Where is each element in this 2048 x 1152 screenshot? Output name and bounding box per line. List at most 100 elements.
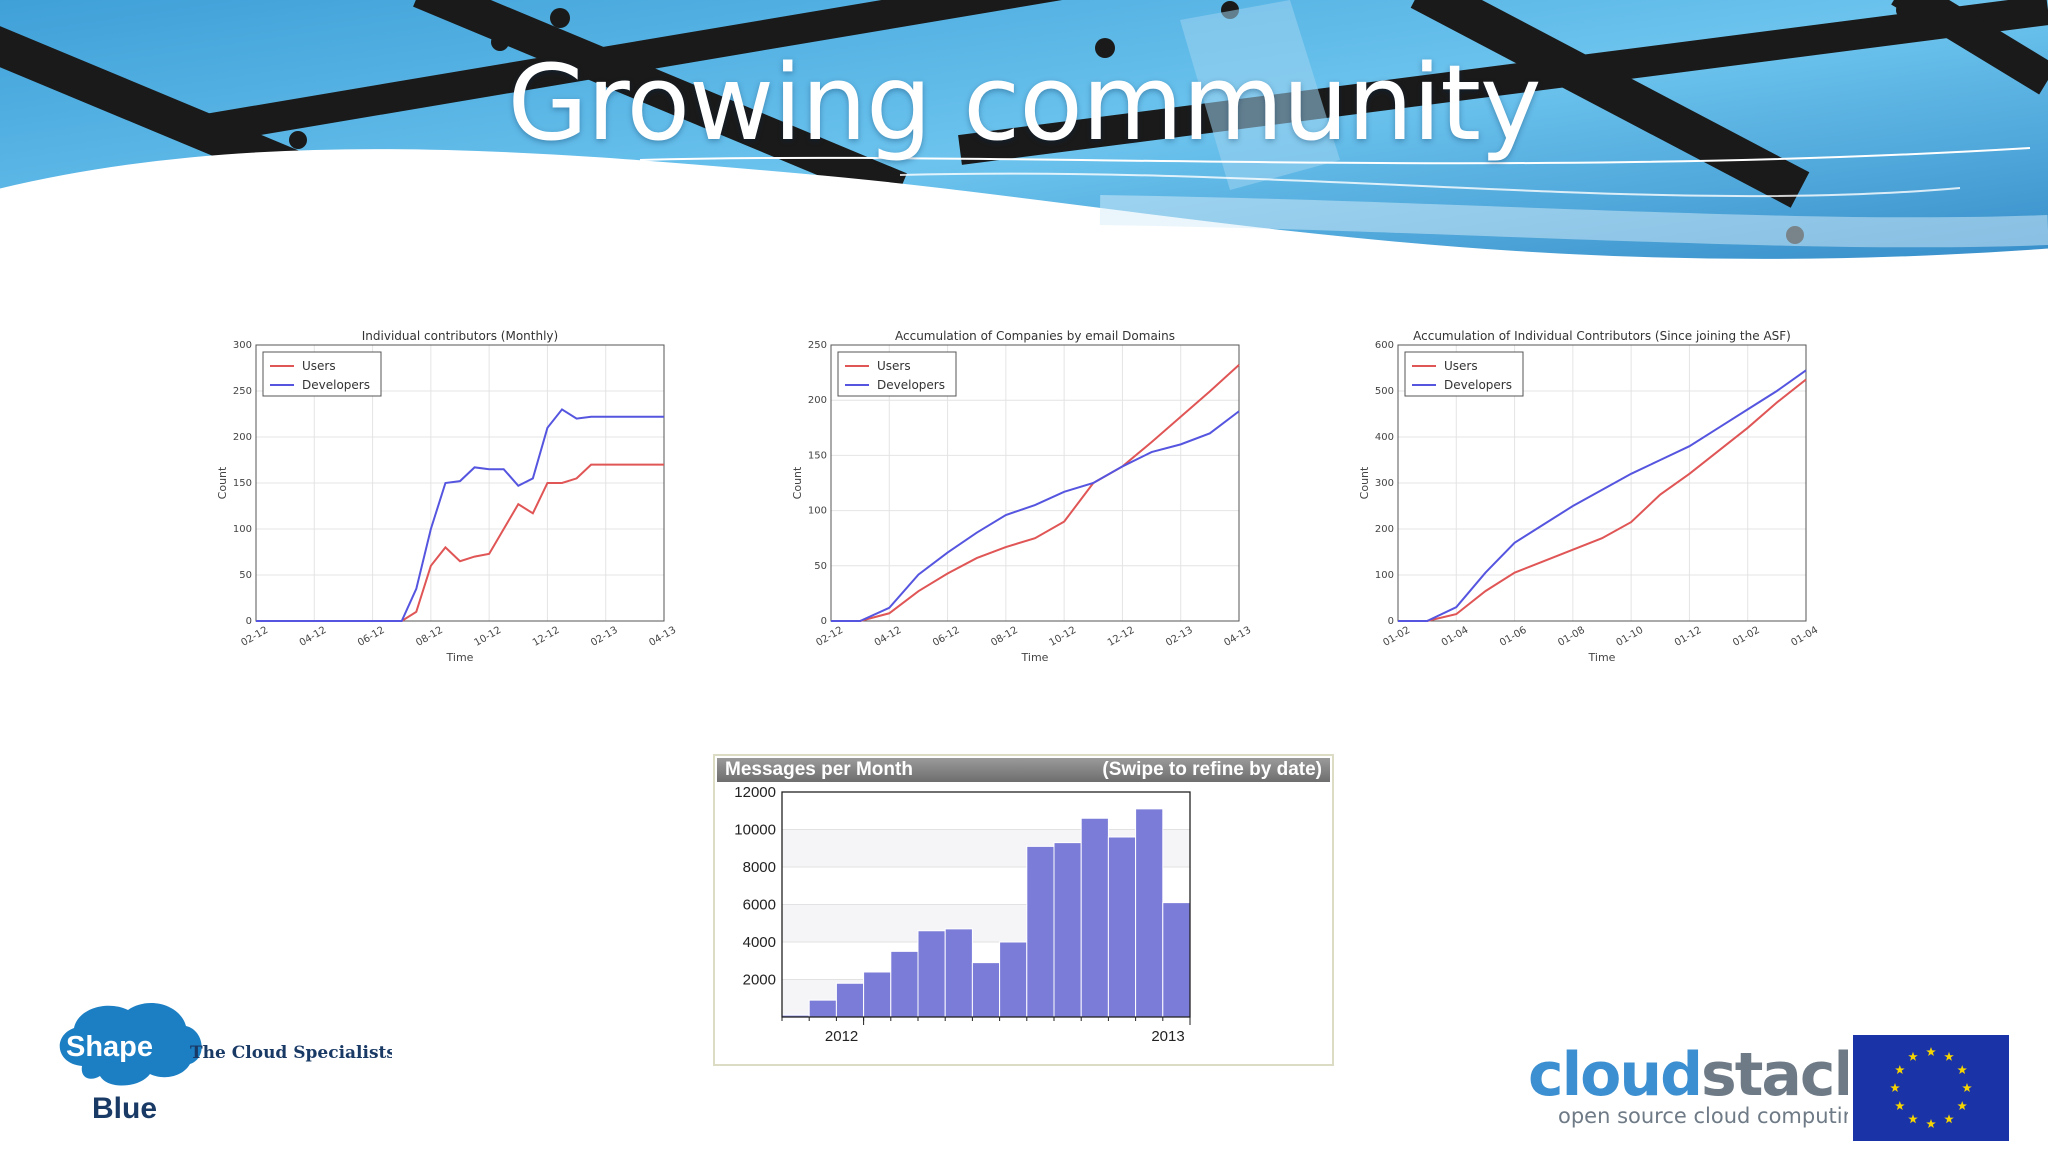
y-tick-label: 200 (233, 432, 252, 443)
bar (890, 950, 919, 1018)
eu-star-icon (1944, 1051, 1954, 1061)
chart-accumulation-contributors: Accumulation of Individual Contributors … (1352, 322, 1832, 672)
x-tick-label: 02-13 (1164, 625, 1195, 649)
y-tick-label: 100 (233, 524, 252, 535)
x-tick-label: 12-12 (531, 625, 562, 649)
x-tick-label: 12-12 (1106, 625, 1137, 649)
x-tick-label: 08-12 (414, 625, 445, 649)
bar (917, 930, 946, 1018)
eu-star-icon (1944, 1114, 1954, 1124)
eu-star-icon (1957, 1101, 1967, 1110)
cloudstack-logo: cloudstack open source cloud computing (1528, 1040, 1848, 1128)
x-tick-label: 02-12 (239, 625, 270, 649)
series-line-users (1398, 378, 1807, 622)
chart-individual-contributors: Individual contributors (Monthly) 0 50 100 1… (210, 322, 680, 672)
y-tick-label: 300 (1375, 478, 1394, 489)
y-axis-label: Count (216, 466, 229, 499)
y-tick-label: 250 (233, 386, 252, 397)
y-tick-label: 0 (246, 616, 252, 627)
series-line-developers (1398, 369, 1807, 622)
plot-frame (830, 344, 1240, 622)
bar (1026, 845, 1055, 1018)
shapeblue-tagline: The Cloud Specialists (190, 1043, 392, 1063)
eu-star-icon (1908, 1051, 1918, 1061)
x-tick-label: 04-12 (298, 625, 329, 649)
bar (1080, 817, 1109, 1018)
bar (999, 941, 1028, 1018)
legend: Users Developers (837, 351, 957, 397)
plot-frame (781, 791, 1191, 1018)
legend-box (837, 351, 957, 397)
y-tick-label: 250 (808, 340, 827, 351)
bar (1135, 808, 1164, 1018)
bar (944, 928, 973, 1018)
messages-chart-title: Messages per Month (725, 759, 913, 780)
y-tick-label: 150 (808, 450, 827, 461)
x-tick-label: 02-13 (589, 625, 620, 649)
x-tick-label: 02-12 (814, 625, 845, 649)
legend-box (1404, 351, 1524, 397)
shapeblue-logo: Shape The Cloud Specialists Blue (59, 1003, 392, 1125)
messages-panel-header: Messages per Month (Swipe to refine by d… (717, 758, 1330, 782)
y-tick-label: 300 (233, 340, 252, 351)
y-tick-label: 12000 (734, 784, 776, 801)
messages-chart-subtitle: (Swipe to refine by date) (1102, 759, 1322, 780)
slide-title: Growing community (507, 42, 1541, 164)
eu-star-icon (1908, 1114, 1918, 1124)
x-tick-label: 01-02 (1731, 625, 1762, 649)
series-line-users (831, 364, 1240, 622)
bar (1107, 836, 1137, 1018)
y-axis-label: Count (791, 466, 804, 499)
y-tick-label: 200 (808, 395, 827, 406)
legend-box (262, 351, 382, 397)
bar (1053, 842, 1082, 1018)
x-tick-label: 01-02 (1381, 625, 1412, 649)
messages-per-month-panel: Messages per Month (Swipe to refine by d… (713, 754, 1334, 1066)
series-line-users (256, 463, 664, 622)
x-tick-label: 01-10 (1615, 625, 1646, 649)
y-tick-label: 4000 (743, 934, 776, 951)
y-axis-label: Count (1358, 466, 1371, 499)
legend-label: Developers (1444, 378, 1512, 392)
series-line-developers (256, 408, 664, 622)
y-tick-label: 10000 (734, 822, 776, 839)
x-axis-label: Time (446, 651, 474, 664)
cloudstack-wordmark: cloudstack (1528, 1040, 1848, 1110)
shapeblue-cloud-shape (59, 1003, 202, 1086)
x-tick-label: 04-12 (873, 625, 904, 649)
y-tick-label: 6000 (743, 897, 776, 914)
x-tick-label: 04-13 (1222, 625, 1253, 649)
x-tick-label: 2013 (1151, 1028, 1184, 1045)
x-tick-label: 06-12 (931, 625, 962, 649)
y-tick-label: 150 (233, 478, 252, 489)
legend-label: Users (877, 359, 911, 373)
chart-title: Individual contributors (Monthly) (362, 329, 558, 343)
series-line-developers (831, 410, 1240, 622)
eu-flag-logo (1853, 1035, 2009, 1141)
chart-accumulation-companies: Accumulation of Companies by email Domai… (785, 322, 1255, 672)
plot-frame (1397, 344, 1807, 622)
y-tick-label: 0 (1388, 616, 1394, 627)
y-tick-label: 2000 (743, 972, 776, 989)
y-tick-label: 600 (1375, 340, 1394, 351)
x-tick-label: 06-12 (356, 625, 387, 649)
legend-label: Developers (302, 378, 370, 392)
eu-star-icon (1962, 1083, 1972, 1092)
plot-frame (255, 344, 665, 622)
bar (808, 999, 837, 1018)
eu-star-icon (1895, 1065, 1905, 1074)
chart-title: Accumulation of Companies by email Domai… (895, 329, 1175, 343)
y-tick-label: 50 (239, 570, 252, 581)
y-tick-label: 8000 (743, 859, 776, 876)
x-tick-label: 01-12 (1673, 625, 1704, 649)
bar (971, 962, 1001, 1018)
messages-bar-chart[interactable]: 2000 4000 6000 8000 10000 12000 2012 2013 (715, 782, 1332, 1064)
y-tick-label: 0 (821, 616, 827, 627)
x-tick-label: 01-08 (1556, 625, 1587, 649)
x-tick-label: 2012 (825, 1028, 858, 1045)
y-tick-label: 100 (1375, 570, 1394, 581)
y-tick-label: 400 (1375, 432, 1394, 443)
eu-star-icon (1926, 1047, 1936, 1056)
bar (835, 982, 865, 1018)
bar (863, 971, 892, 1018)
